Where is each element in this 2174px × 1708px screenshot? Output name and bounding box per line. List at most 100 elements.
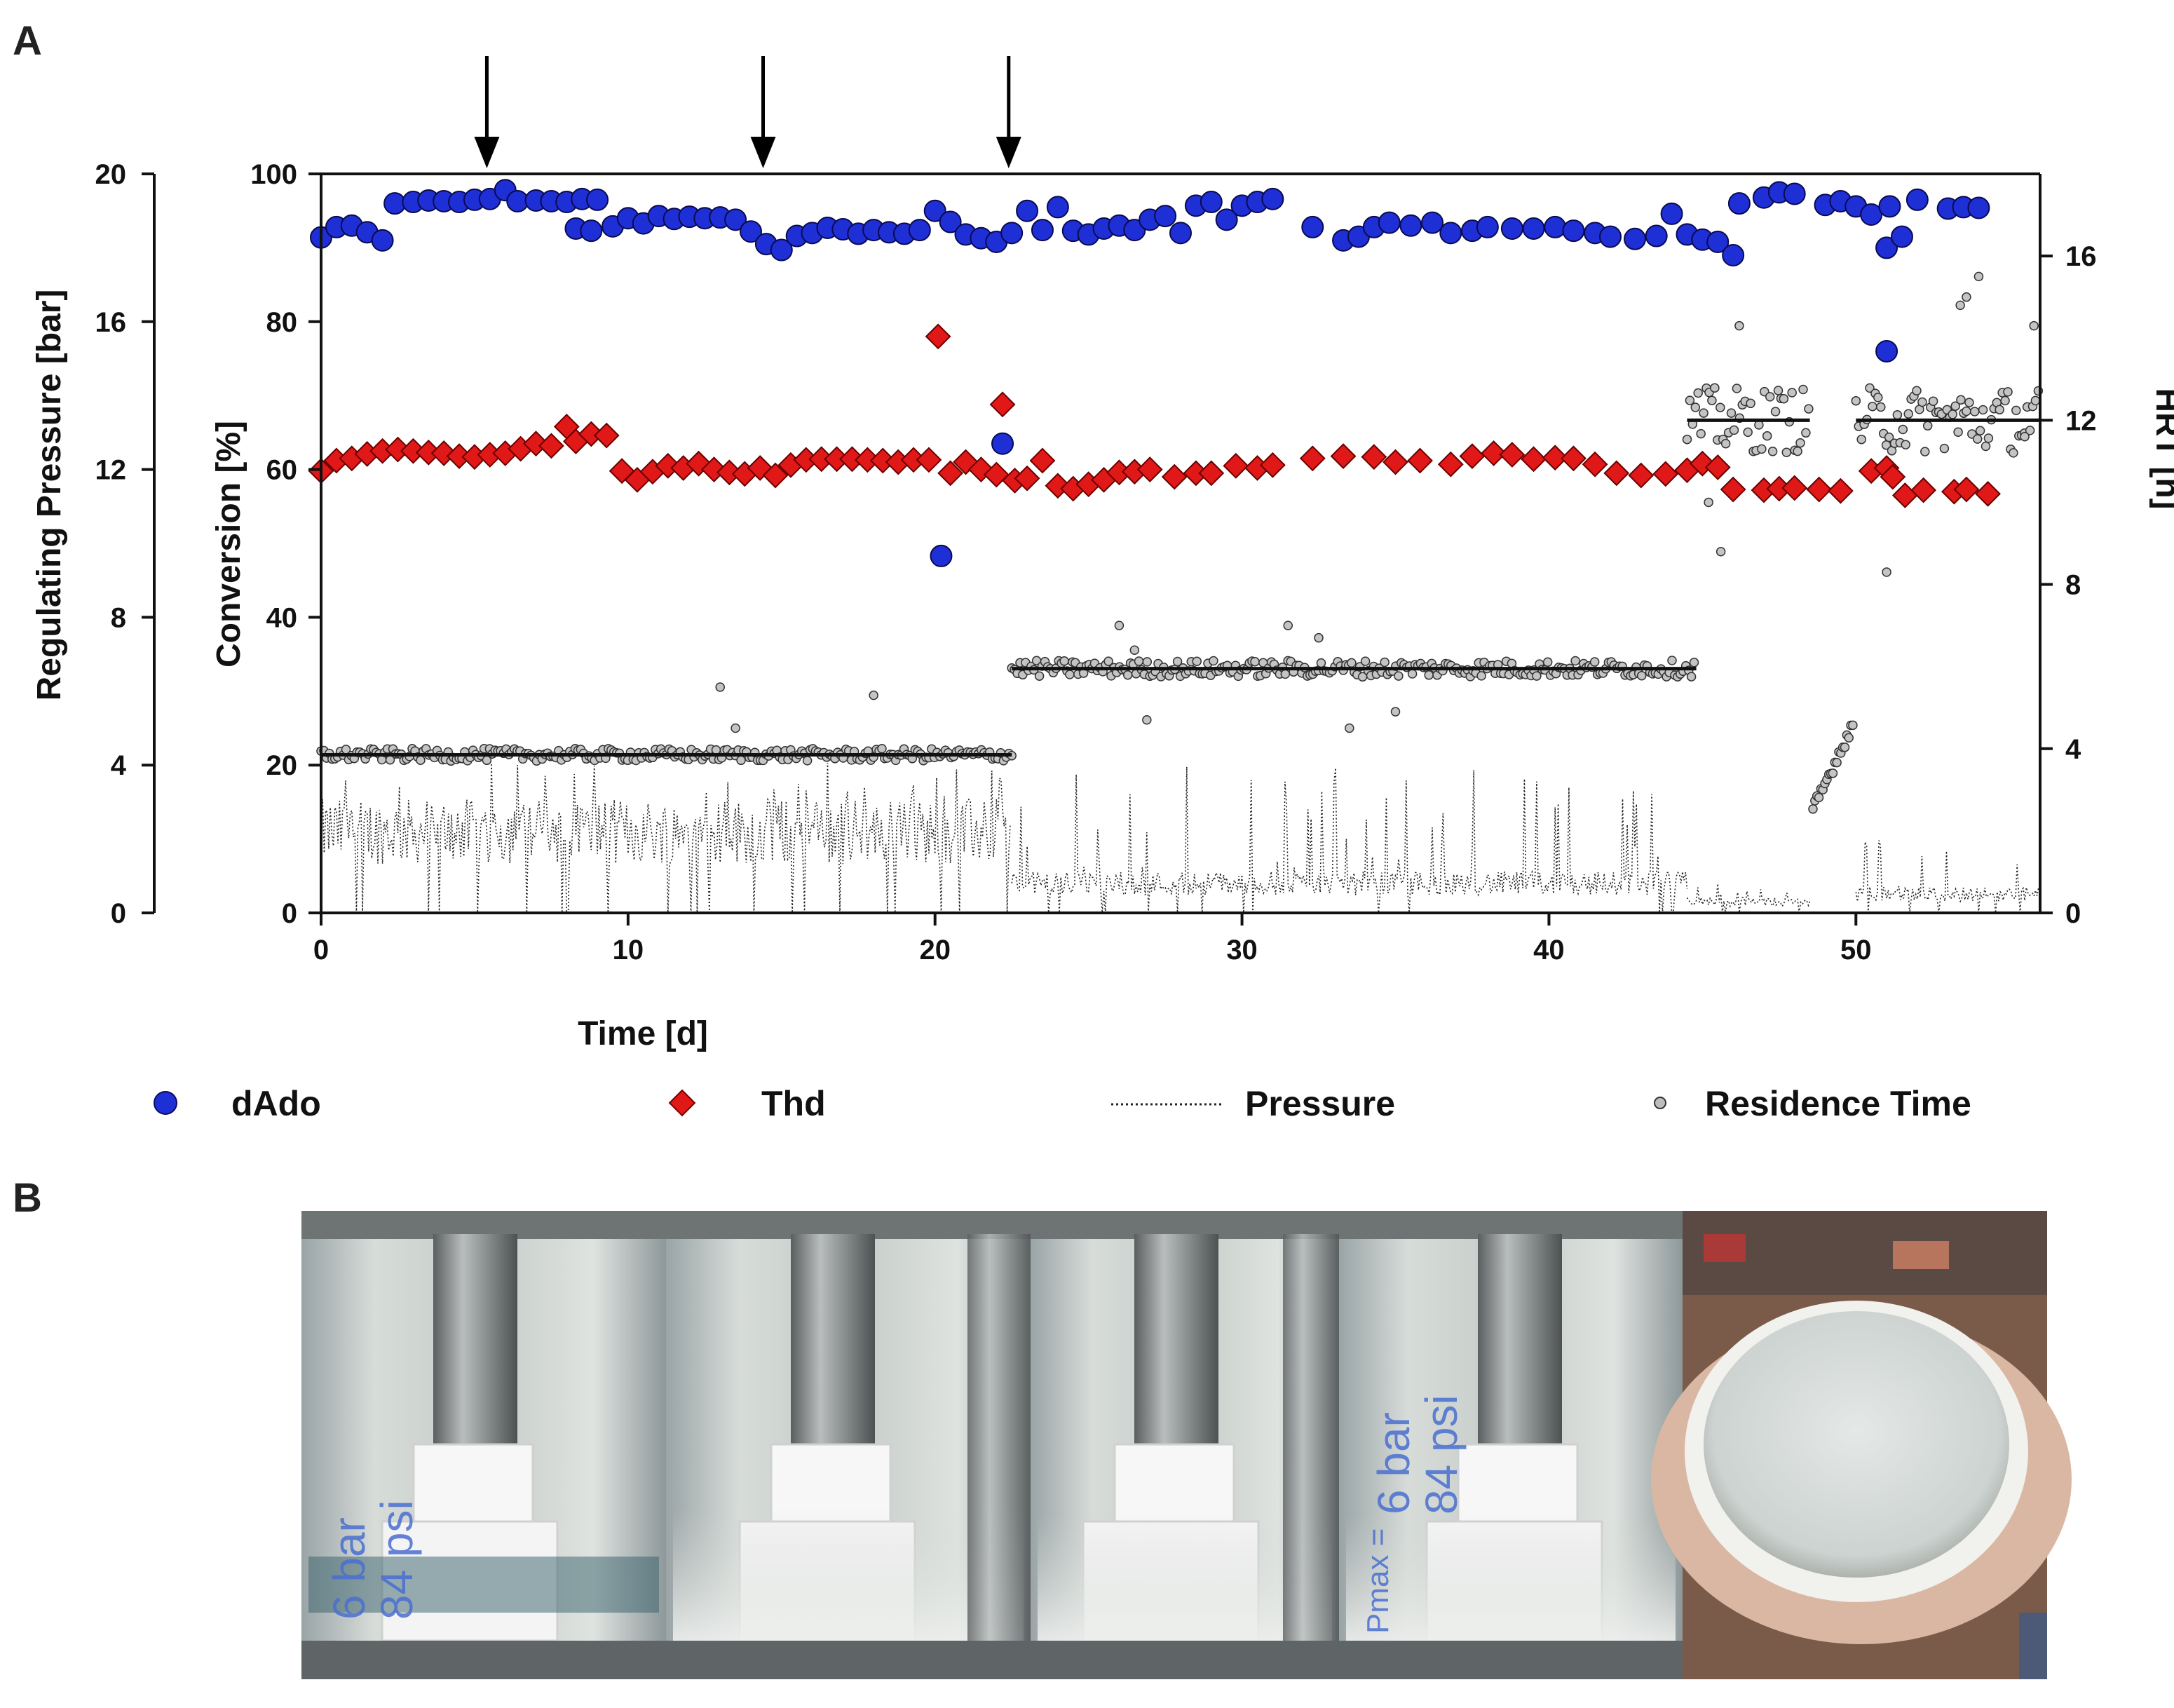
thd-point bbox=[1880, 463, 1906, 490]
residence-point bbox=[1347, 658, 1357, 668]
residence-point bbox=[1716, 402, 1725, 412]
dado-point bbox=[1727, 192, 1751, 215]
residence-point bbox=[1765, 392, 1775, 402]
thd-point bbox=[1704, 454, 1731, 480]
dado-point bbox=[1378, 211, 1401, 234]
residence-point bbox=[2025, 426, 2035, 435]
residence-point bbox=[877, 744, 887, 754]
residence-point bbox=[2003, 387, 2013, 397]
dado-point bbox=[1660, 202, 1683, 225]
residence-point bbox=[1983, 433, 1994, 443]
residence-point bbox=[1690, 402, 1701, 412]
residence-point bbox=[2029, 320, 2039, 331]
residence-point bbox=[802, 756, 813, 766]
residence-point bbox=[1129, 645, 1140, 655]
residence-point bbox=[1793, 446, 1802, 456]
pressure-tick-label: 8 bbox=[111, 602, 126, 633]
thd-point bbox=[1361, 444, 1387, 470]
residence-point bbox=[1868, 401, 1877, 412]
residence-point bbox=[1844, 733, 1854, 743]
residence-point bbox=[1283, 621, 1293, 630]
residence-time-series bbox=[316, 271, 2044, 814]
thd-point bbox=[1330, 443, 1357, 470]
residence-point bbox=[1689, 658, 1699, 667]
photo-4-pressure-psi: 84 psi bbox=[1416, 1395, 1467, 1514]
residence-point bbox=[1696, 428, 1706, 439]
residence-point bbox=[1995, 405, 2004, 415]
axes: 0 10 20 30 40 50 0 20 40 60 80 100 0 4 8 12 16 20 0 4 8 12 16 bbox=[95, 159, 2097, 965]
dado-point bbox=[1722, 243, 1745, 266]
thd-point bbox=[1827, 477, 1854, 504]
thd-series bbox=[308, 323, 2001, 508]
panel-a-label: A bbox=[13, 18, 42, 64]
dado-point bbox=[1301, 215, 1324, 238]
dado-point bbox=[740, 220, 762, 243]
dado-point bbox=[1522, 217, 1545, 240]
event-arrow-head bbox=[996, 137, 1021, 168]
dado-point bbox=[724, 208, 747, 231]
thd-point bbox=[1720, 476, 1746, 503]
residence-point bbox=[1114, 621, 1125, 630]
residence-point bbox=[1767, 447, 1778, 456]
residence-point bbox=[1865, 383, 1875, 393]
residence-point bbox=[1964, 398, 1974, 407]
dado-point bbox=[991, 432, 1014, 455]
dado-point bbox=[1544, 215, 1567, 238]
residence-point bbox=[731, 723, 740, 733]
residence-point bbox=[1716, 546, 1726, 557]
residence-point bbox=[1898, 424, 1908, 435]
residence-point bbox=[2030, 395, 2041, 406]
thd-point bbox=[1223, 452, 1249, 479]
residence-point bbox=[1542, 657, 1553, 667]
thd-point bbox=[655, 452, 681, 479]
residence-point bbox=[1840, 743, 1850, 752]
residence-point bbox=[1757, 444, 1767, 454]
residence-point bbox=[1682, 434, 1692, 445]
residence-point bbox=[416, 755, 426, 765]
residence-point bbox=[1734, 320, 1744, 331]
thd-point bbox=[1481, 440, 1507, 466]
dado-point bbox=[1860, 203, 1883, 226]
residence-point bbox=[736, 755, 746, 766]
thd-point bbox=[1029, 447, 1056, 474]
thd-point bbox=[1499, 442, 1526, 468]
residence-point bbox=[1972, 434, 1983, 444]
residence-point bbox=[1280, 669, 1291, 679]
x-tick-label: 30 bbox=[1226, 935, 1258, 965]
dado-point bbox=[586, 188, 609, 211]
pressure-tick-label: 12 bbox=[95, 455, 127, 486]
residence-point bbox=[1726, 408, 1737, 418]
photo-strip: 6 bar 84 psi bbox=[301, 1211, 2072, 1679]
pressure-line bbox=[320, 762, 1011, 914]
event-arrows bbox=[474, 56, 1021, 168]
residence-point bbox=[1345, 723, 1354, 733]
dado-point bbox=[371, 229, 394, 252]
dado-point bbox=[1476, 215, 1499, 238]
thd-point bbox=[1806, 476, 1833, 503]
residence-point bbox=[2020, 432, 2030, 442]
residence-point bbox=[1939, 443, 1950, 454]
legend-thd-marker bbox=[668, 1089, 696, 1117]
dado-point bbox=[1967, 196, 1990, 219]
thd-point bbox=[1014, 465, 1040, 492]
thd-point bbox=[1891, 482, 1918, 508]
residence-point bbox=[1172, 656, 1183, 667]
residence-point bbox=[1636, 670, 1647, 681]
residence-point bbox=[1316, 658, 1326, 668]
residence-point bbox=[1394, 671, 1404, 681]
pressure-line bbox=[1855, 840, 2041, 914]
residence-point bbox=[1134, 656, 1144, 666]
dado-point bbox=[1645, 224, 1668, 248]
residence-point bbox=[1787, 388, 1797, 398]
dado-point bbox=[1875, 339, 1898, 362]
dado-point bbox=[770, 238, 793, 262]
residence-point bbox=[715, 682, 725, 692]
x-tick-label: 50 bbox=[1840, 935, 1872, 965]
dado-series bbox=[310, 179, 1990, 567]
thd-point bbox=[538, 433, 564, 459]
thd-point bbox=[593, 422, 620, 449]
residence-point bbox=[1720, 438, 1731, 449]
legend-dado-marker bbox=[154, 1091, 177, 1115]
thd-point bbox=[1975, 480, 2001, 507]
